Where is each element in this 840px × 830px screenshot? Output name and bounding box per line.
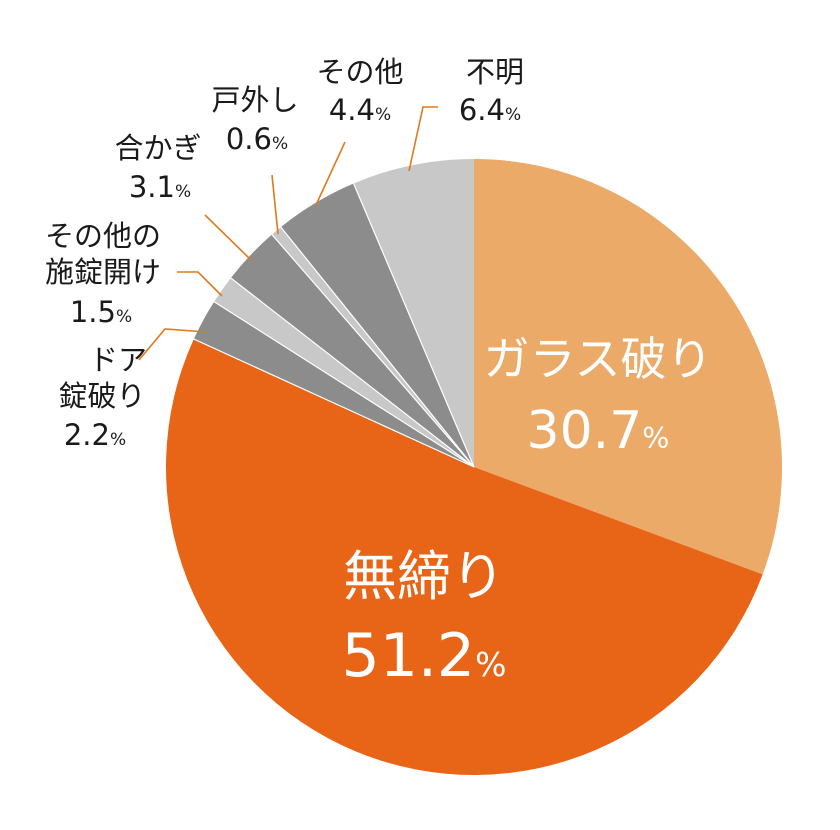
leader-line [138,328,207,361]
pie-slice-3 [214,278,475,467]
pie-slices [165,159,782,776]
slice-value-label: 3.1% [129,170,191,204]
slice-label: 合かぎ [114,131,201,165]
slice-label: 戸外し [211,83,298,117]
slice-separator [213,301,475,468]
slice-value-label: 4.4% [329,93,391,127]
slice-value-label: 1.5% [70,295,132,329]
slice-label: 無締り [343,545,505,608]
slice-label: 錠破り [58,379,145,413]
slice-label: その他の [45,219,161,253]
slice-value-label: 0.6% [226,122,288,156]
leader-line [315,141,346,206]
leader-line [177,271,223,297]
slice-separator [271,234,475,468]
slice-value-label: 30.7% [527,401,670,461]
pie-slice-0 [474,159,782,575]
pie-slice-5 [271,227,474,467]
pie-slice-4 [230,234,474,467]
slice-label: その他 [316,55,403,89]
slice-separator [230,277,475,468]
pie-slice-2 [193,301,474,467]
pie-slice-7 [353,159,474,467]
pie-slice-6 [280,183,474,467]
slice-value-label: 2.2% [64,418,126,452]
slice-separator [280,226,475,468]
slice-label: 不明 [466,55,524,89]
leader-line [271,174,279,235]
slice-separator [193,338,475,468]
leader-line [408,106,438,172]
pie-slice-1 [165,339,763,776]
slice-separator [353,183,475,468]
slice-label: ガラス破り [483,332,712,386]
leader-line [204,214,252,261]
slice-label: 施錠開け [45,255,161,289]
slice-value-label: 51.2% [342,621,507,691]
slice-label: ドア [89,343,147,377]
slice-value-label: 6.4% [459,93,521,127]
